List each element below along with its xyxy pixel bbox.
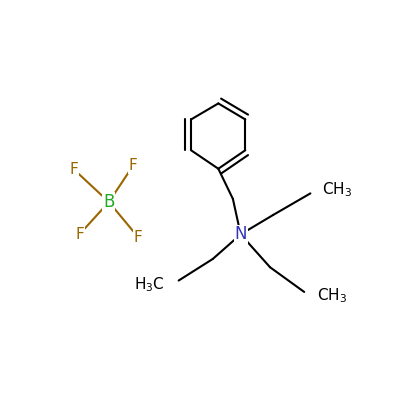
Text: F: F (70, 162, 78, 177)
Text: H$_3$C: H$_3$C (134, 275, 165, 294)
Text: CH$_3$: CH$_3$ (317, 286, 347, 305)
Text: F: F (75, 227, 84, 242)
Text: F: F (134, 230, 143, 245)
Text: CH$_3$: CH$_3$ (322, 180, 352, 199)
Text: N: N (234, 225, 247, 243)
Text: B: B (103, 193, 114, 211)
Text: F: F (129, 158, 138, 173)
